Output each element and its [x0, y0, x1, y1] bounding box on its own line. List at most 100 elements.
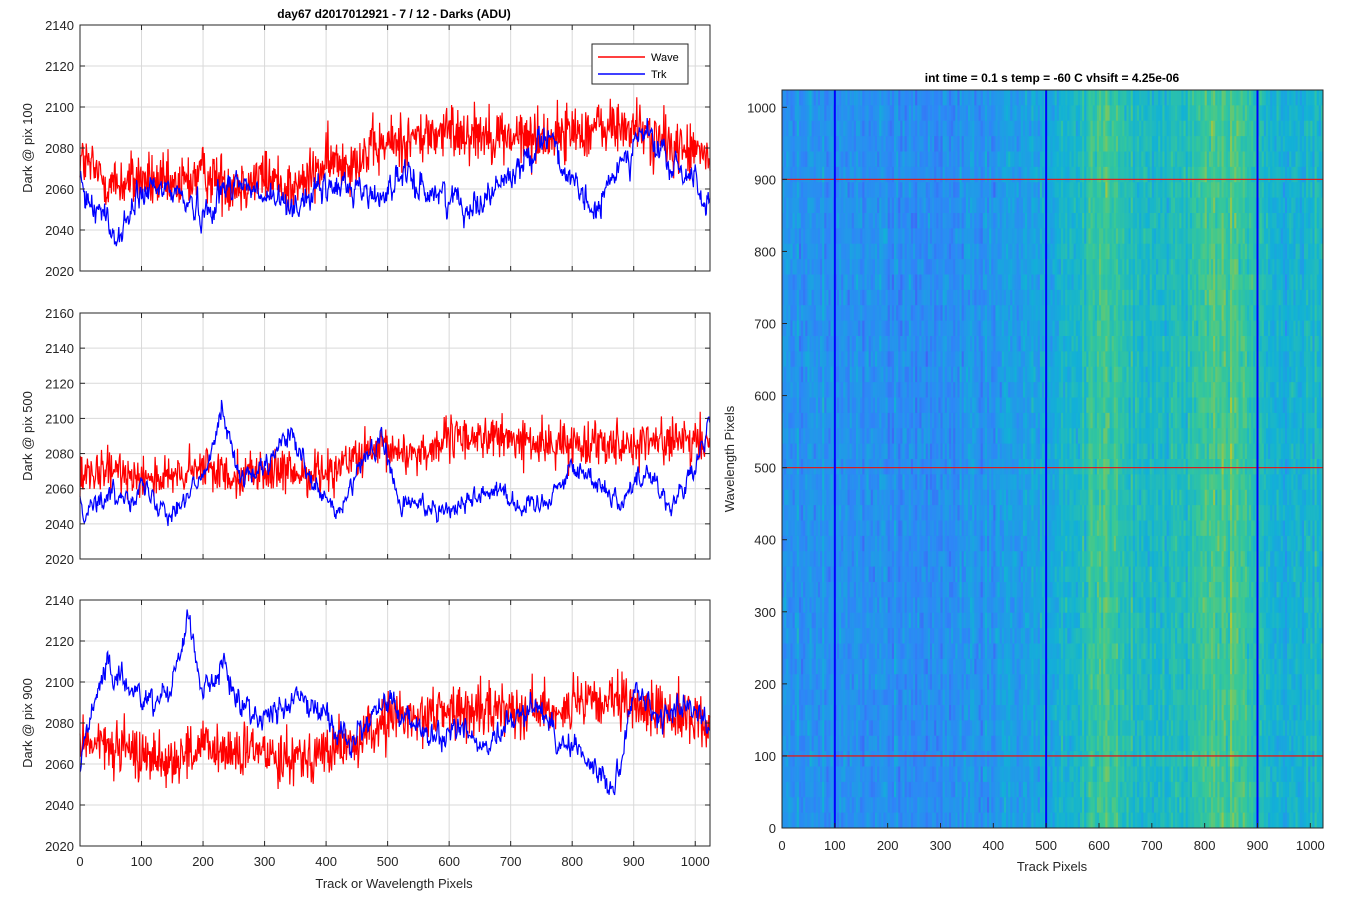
heatmap-cell: [1035, 228, 1039, 245]
heatmap-cell: [986, 259, 990, 275]
heatmap-cell: [919, 243, 922, 260]
heatmap-cell: [1259, 351, 1263, 368]
heatmap-cell: [1014, 366, 1017, 383]
heatmap-cell: [1037, 305, 1041, 322]
heatmap-cell: [1016, 213, 1020, 229]
heatmap-cell: [1101, 120, 1104, 137]
heatmap-cell: [1071, 151, 1075, 168]
heatmap-cell: [1054, 243, 1058, 260]
heatmap-cell: [868, 182, 872, 199]
heatmap-cell: [834, 366, 838, 383]
heatmap-cell: [843, 228, 846, 245]
heatmap-cell: [885, 166, 889, 183]
heatmap-cell: [792, 136, 796, 152]
heatmap-cell: [1029, 259, 1032, 275]
heatmap-cell: [1020, 259, 1024, 275]
heatmap-cell: [1050, 182, 1053, 199]
heatmap-cell: [944, 136, 948, 152]
heatmap-cell: [1101, 105, 1104, 122]
heatmap-cell: [1056, 305, 1060, 322]
heatmap-cell: [1284, 259, 1288, 275]
heatmap-cell: [1299, 105, 1303, 122]
heatmap-cell: [1185, 105, 1189, 122]
heatmap-cell: [982, 274, 986, 291]
heatmap-cell: [1318, 166, 1322, 183]
heatmap-cell: [1132, 228, 1136, 245]
heatmap-cell: [900, 151, 903, 168]
heatmap-cell: [1177, 274, 1180, 291]
heatmap-cell: [1181, 228, 1184, 245]
heatmap-cell: [864, 243, 867, 260]
heatmap-cell: [1010, 351, 1013, 368]
heatmap-cell: [957, 351, 960, 368]
heatmap-cell: [1282, 136, 1286, 152]
heatmap-cell: [1006, 228, 1009, 245]
heatmap-cell: [1230, 90, 1233, 106]
heatmap-cell: [849, 289, 853, 306]
heatmap-cell: [830, 351, 834, 368]
heatmap-cell: [1213, 151, 1216, 168]
heatmap-cell: [1156, 105, 1159, 122]
heatmap-cell: [1213, 90, 1216, 106]
heatmap-cell: [1029, 228, 1032, 245]
heatmap-cell: [1194, 197, 1197, 214]
heatmap-cell: [993, 274, 996, 291]
heatmap-cell: [1259, 336, 1263, 352]
heatmap-cell: [1316, 274, 1320, 291]
heatmap-cell: [1065, 182, 1068, 199]
heatmap-cell: [1278, 274, 1282, 291]
heatmap-cell: [896, 366, 899, 383]
heatmap-cell: [1035, 274, 1039, 291]
heatmap-cell: [1202, 197, 1206, 214]
heatmap-cell: [970, 243, 973, 260]
heatmap-cell: [1101, 151, 1104, 168]
heatmap-cell: [1289, 320, 1292, 337]
heatmap-cell: [1033, 213, 1036, 229]
heatmap-cell: [1303, 336, 1307, 352]
heatmap-cell: [1320, 320, 1324, 337]
heatmap-cell: [993, 90, 996, 106]
heatmap-cell: [1230, 182, 1233, 199]
heatmap-cell: [849, 213, 853, 229]
heatmap-cell: [1050, 351, 1053, 368]
heatmap-cell: [828, 289, 831, 306]
heatmap-cell: [1111, 320, 1115, 337]
heatmap-cell: [1196, 320, 1199, 337]
series-group: [79, 609, 711, 796]
heatmap-cell: [1084, 90, 1087, 106]
heatmap-cell: [1060, 182, 1064, 199]
heatmap-cell: [1029, 336, 1032, 352]
heatmap-cell: [1139, 105, 1142, 122]
heatmap-cell: [1276, 166, 1280, 183]
heatmap-cell: [1310, 197, 1313, 214]
heatmap-cell: [1183, 151, 1187, 168]
heatmap-cell: [790, 243, 793, 260]
heatmap-cell: [1187, 259, 1191, 275]
heatmap-cell: [1115, 351, 1119, 368]
heatmap-cell: [1238, 228, 1241, 245]
heatmap-cell: [1219, 305, 1222, 322]
heatmap-cell: [1259, 228, 1263, 245]
heatmap-cell: [1287, 90, 1290, 106]
heatmap-cell: [1282, 259, 1286, 275]
heatmap-cell: [898, 182, 901, 199]
heatmap-cell: [986, 213, 990, 229]
heatmap-cell: [1316, 120, 1320, 137]
heatmap-cell: [801, 320, 804, 337]
heatmap-cell: [1249, 136, 1252, 152]
heatmap-cell: [1208, 151, 1212, 168]
heatmap-cell: [929, 90, 933, 106]
heatmap-cell: [919, 289, 922, 306]
heatmap-cell: [959, 274, 963, 291]
heatmap-cell: [910, 151, 914, 168]
heatmap-cell: [794, 120, 798, 137]
heatmap-cell: [953, 274, 956, 291]
heatmap-cell: [1077, 320, 1081, 337]
heatmap-cell: [1289, 289, 1292, 306]
heatmap-cell: [1027, 351, 1030, 368]
heatmap-cell: [1088, 105, 1091, 122]
heatmap-cell: [813, 166, 817, 183]
heatmap-cell: [1282, 213, 1286, 229]
heatmap-cell: [1172, 243, 1176, 260]
heatmap-cell: [820, 90, 823, 106]
